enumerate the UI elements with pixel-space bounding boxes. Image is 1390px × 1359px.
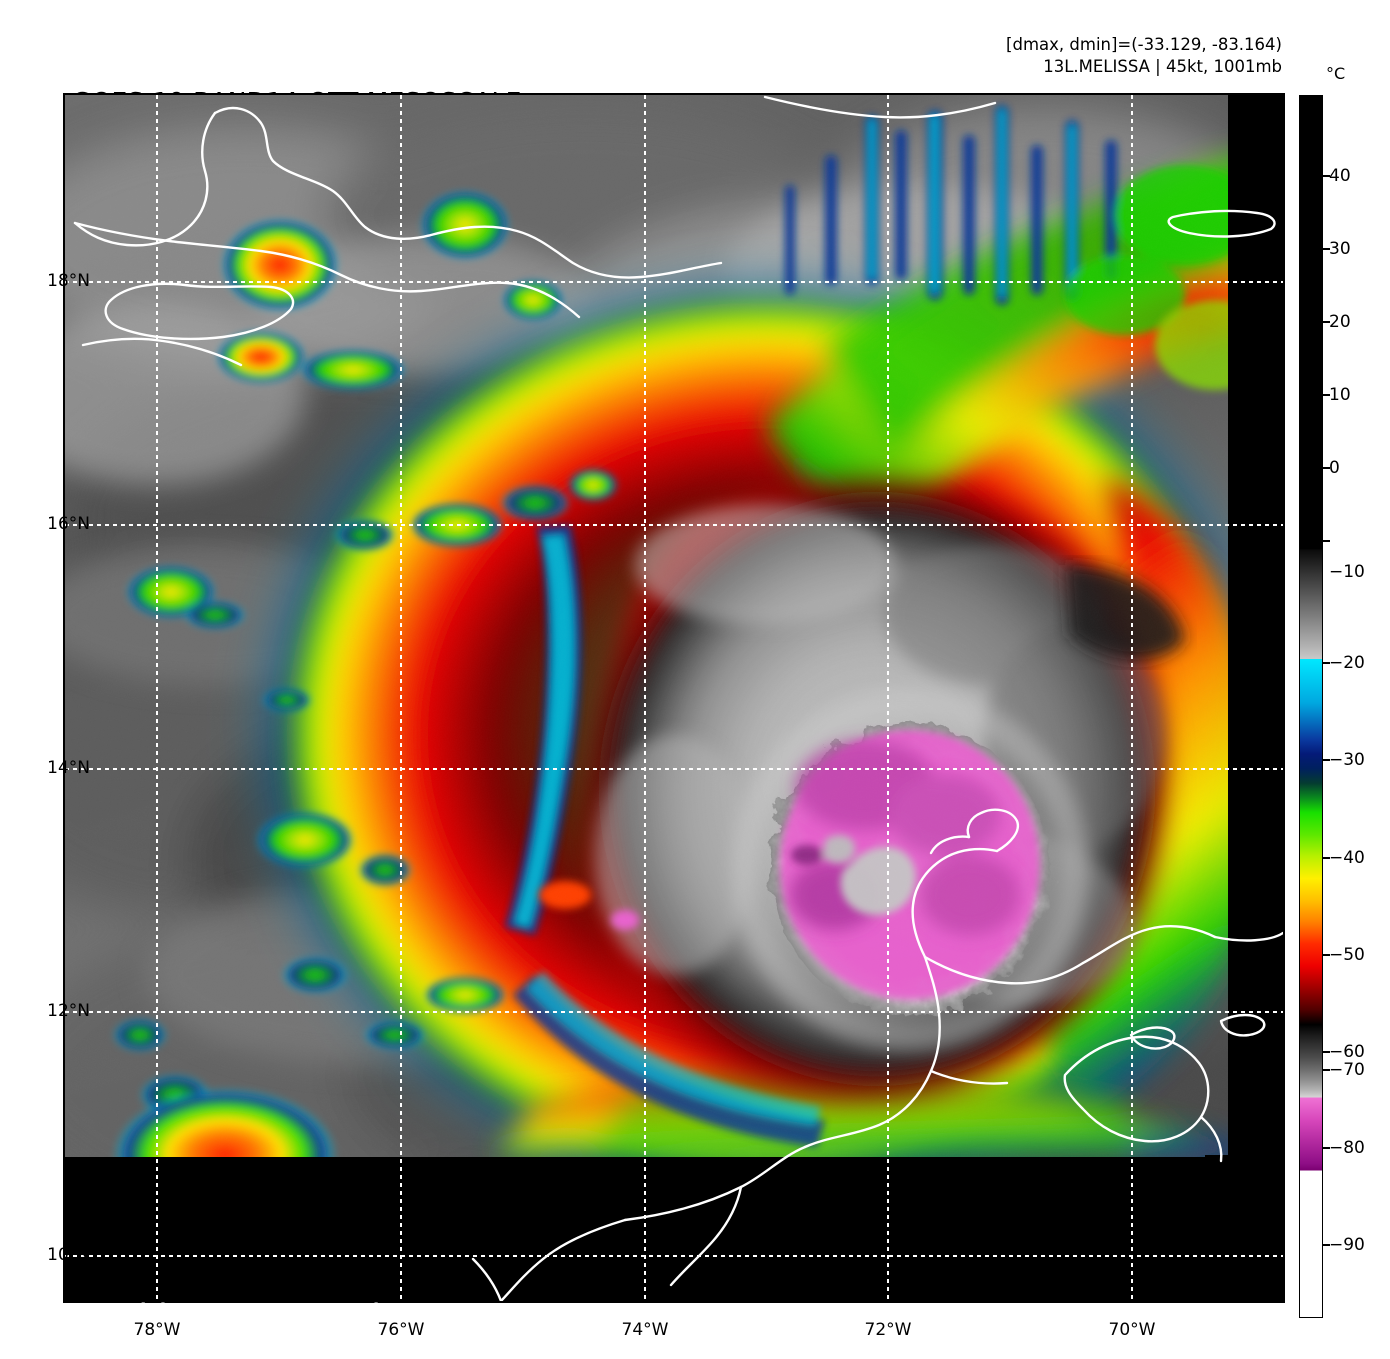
gridline-lat-14n — [65, 768, 1283, 770]
colorbar-tick-mark — [1323, 1051, 1330, 1053]
colorbar-tick-mark — [1323, 662, 1330, 664]
colorbar-tick-m20: −20 — [1329, 653, 1365, 673]
colorbar-tick-mark — [1323, 467, 1330, 469]
colorbar-tick-m30: −30 — [1329, 750, 1365, 770]
coastline-overlay — [73, 95, 1283, 1301]
colorbar-tick-mark — [1323, 321, 1330, 323]
gridline-lat-12n — [65, 1011, 1283, 1013]
gridline-lon-76w — [400, 95, 402, 1301]
storm-info-label: 13L.MELISSA | 45kt, 1001mb — [1043, 57, 1282, 76]
y-tick-18n: 18°N — [47, 271, 90, 291]
x-tick-78w: 78°W — [133, 1320, 181, 1340]
y-tick-12n: 12°N — [47, 1001, 90, 1021]
colorbar-tick-0: 0 — [1329, 458, 1340, 478]
gridline-lat-16n — [65, 524, 1283, 526]
colorbar-tick-mark — [1323, 1147, 1330, 1149]
header-metadata-block: [dmax, dmin]=(-33.129, -83.164) 13L.MELI… — [1006, 34, 1282, 78]
colorbar-tick-mark — [1323, 540, 1330, 542]
colorbar-tick-mark — [1323, 954, 1330, 956]
satellite-image-plot[interactable] — [65, 95, 1283, 1301]
colorbar-tick-mark — [1323, 248, 1330, 250]
colorbar-tick-m40: −40 — [1329, 848, 1365, 868]
gridline-lon-74w — [644, 95, 646, 1301]
colorbar-tick-m60: −60 — [1329, 1042, 1365, 1062]
gridline-lon-78w — [156, 95, 158, 1301]
colorbar-tick-40: 40 — [1329, 166, 1351, 186]
dmax-dmin-label: [dmax, dmin]=(-33.129, -83.164) — [1006, 35, 1282, 54]
gridline-lon-70w — [1131, 95, 1133, 1301]
gridline-lat-18n — [65, 281, 1283, 283]
colorbar-tick-mark — [1323, 175, 1330, 177]
x-tick-70w: 70°W — [1108, 1320, 1156, 1340]
colorbar-tick-m80: −80 — [1329, 1138, 1365, 1158]
gridline-lon-72w — [887, 95, 889, 1301]
colorbar-tick-mark — [1323, 759, 1330, 761]
colorbar-tick-20: 20 — [1329, 312, 1351, 332]
ir-enhanced-raster — [65, 95, 1283, 1301]
gridline-lat-10n — [65, 1255, 1283, 1257]
colorbar-tick-m10: −10 — [1329, 562, 1365, 582]
colorbar-unit-label: °C — [1326, 64, 1346, 83]
satellite-raster — [65, 95, 1283, 1301]
colorbar-tick-mark — [1323, 1069, 1330, 1071]
temperature-colorbar[interactable] — [1299, 95, 1323, 1318]
graticule — [65, 95, 1283, 1301]
x-tick-72w: 72°W — [864, 1320, 912, 1340]
colorbar-tick-m50: −50 — [1329, 945, 1365, 965]
colorbar-tick-mark — [1323, 394, 1330, 396]
y-tick-10n: 10°N — [47, 1245, 90, 1265]
colorbar-tick-m70: −70 — [1329, 1060, 1365, 1080]
colorbar-tick-m90: −90 — [1329, 1235, 1365, 1255]
y-tick-16n: 16°N — [47, 514, 90, 534]
y-tick-14n: 14°N — [47, 758, 90, 778]
colorbar-tick-mark — [1323, 1244, 1330, 1246]
colorbar-tick-10: 10 — [1329, 385, 1351, 405]
x-tick-74w: 74°W — [621, 1320, 669, 1340]
colorbar-tick-mark — [1323, 857, 1330, 859]
colorbar-gradient — [1300, 96, 1322, 1317]
x-tick-76w: 76°W — [377, 1320, 425, 1340]
copyright-label: Copyright © 2020-2025 Dapiya — [79, 1300, 405, 1321]
colorbar-tick-30: 30 — [1329, 239, 1351, 259]
